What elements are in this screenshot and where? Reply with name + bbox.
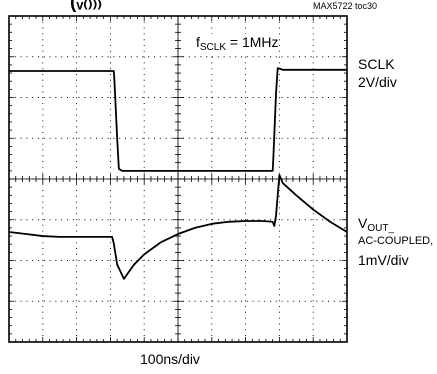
vout-subscript: OUT_ [367, 223, 395, 234]
freq-value: = 1MHz [226, 34, 279, 50]
plot-grid [9, 16, 347, 342]
vout-coupling-label: AC-COUPLED, [358, 235, 434, 247]
cut-off-title: (ᵥ₍₎₎₎ [70, 0, 102, 13]
clock-frequency-annotation: fSCLK = 1MHz [196, 34, 279, 56]
vout-trace [8, 174, 348, 280]
sclk-channel-name: SCLK [358, 56, 395, 72]
time-scale-label: 100ns/div [140, 351, 200, 367]
freq-prefix: f [196, 34, 200, 50]
freq-subscript: SCLK [199, 42, 227, 53]
vout-prefix: V [358, 215, 368, 231]
sclk-trace [9, 67, 347, 172]
vout-channel-scale: 1mV/div [358, 252, 409, 268]
vout-channel-name: VOUT_ [358, 215, 394, 237]
part-id-label: MAX5722 toc30 [313, 1, 378, 11]
sclk-channel-scale: 2V/div [358, 74, 397, 90]
plot-traces [8, 67, 348, 280]
